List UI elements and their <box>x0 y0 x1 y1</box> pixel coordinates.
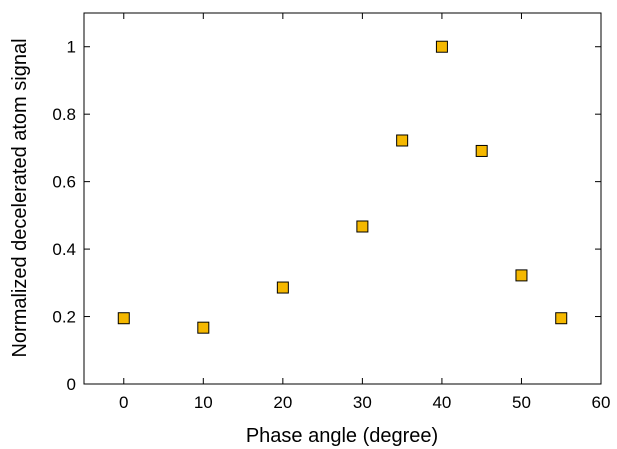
data-point <box>475 144 488 157</box>
data-point <box>555 312 568 325</box>
data-point <box>515 269 528 282</box>
y-tick-label: 0.2 <box>52 308 76 327</box>
x-tick-label: 40 <box>432 393 451 412</box>
data-point <box>356 220 369 233</box>
y-tick-label: 0.6 <box>52 173 76 192</box>
data-point <box>276 281 289 294</box>
data-point <box>117 312 130 325</box>
x-tick-label: 10 <box>194 393 213 412</box>
x-tick-label: 0 <box>119 393 128 412</box>
data-point <box>197 321 210 334</box>
y-tick-label: 0.8 <box>52 105 76 124</box>
y-axis-label: Normalized decelerated atom signal <box>9 38 31 357</box>
y-tick-label: 1 <box>67 38 76 57</box>
data-point <box>396 134 409 147</box>
data-points <box>117 40 568 334</box>
x-tick-label: 50 <box>512 393 531 412</box>
x-tick-label: 20 <box>273 393 292 412</box>
data-point <box>435 40 448 53</box>
y-tick-label: 0 <box>67 375 76 394</box>
tick-labels: 0 10 20 30 40 50 60 0 0.2 0.4 0.6 0.8 1 <box>52 38 610 412</box>
axis-ticks <box>84 13 602 385</box>
y-tick-label: 0.4 <box>52 240 76 259</box>
x-tick-label: 30 <box>353 393 372 412</box>
plot-area-frame <box>83 12 602 385</box>
x-axis-label: Phase angle (degree) <box>246 425 438 447</box>
x-tick-label: 60 <box>592 393 611 412</box>
